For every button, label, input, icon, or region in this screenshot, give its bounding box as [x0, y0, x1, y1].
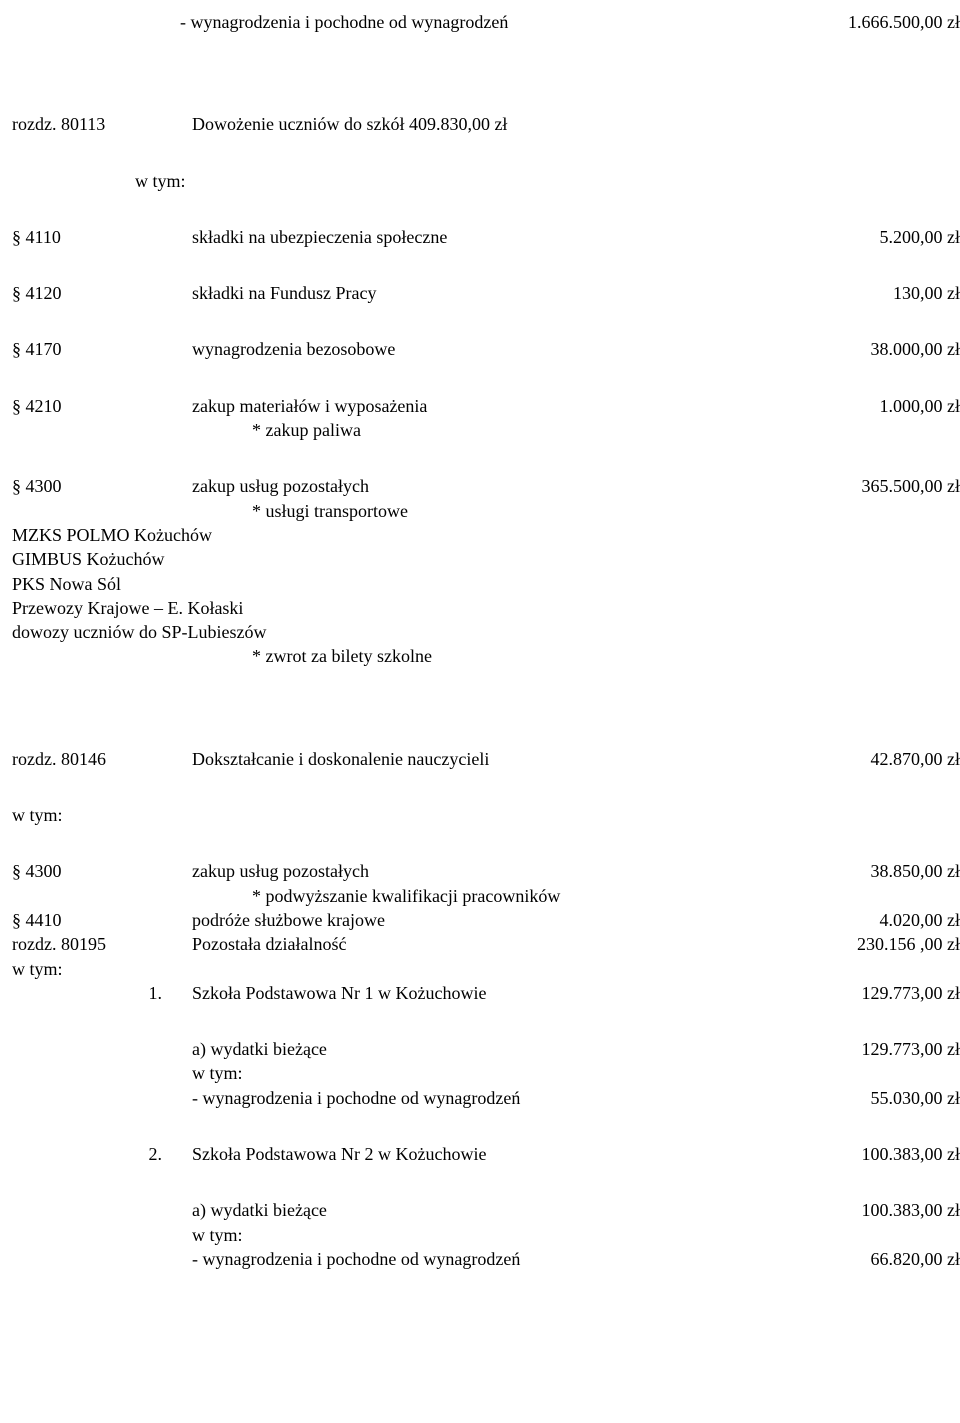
rozdz-80113: rozdz. 80113 Dowożenie uczniów do szkół …: [0, 112, 960, 136]
sp1-a: a) wydatki bieżące 129.773,00 zł: [0, 1037, 960, 1061]
p4300a: § 4300 zakup usług pozostałych 365.500,0…: [0, 474, 960, 498]
wtym-label: w tym:: [135, 171, 186, 191]
p4410: § 4410 podróże służbowe krajowe 4.020,00…: [0, 908, 960, 932]
sp2-amount: 100.383,00 zł: [770, 1142, 960, 1166]
sp1-amount: 129.773,00 zł: [770, 981, 960, 1005]
p4110-amount: 5.200,00 zł: [770, 225, 960, 249]
p4170: § 4170 wynagrodzenia bezosobowe 38.000,0…: [0, 337, 960, 361]
rozdz-80195: rozdz. 80195 Pozostała działalność 230.1…: [0, 932, 960, 956]
p4120-desc: składki na Fundusz Pracy: [192, 281, 770, 305]
p4170-amount: 38.000,00 zł: [770, 337, 960, 361]
sp1: 1. Szkoła Podstawowa Nr 1 w Kożuchowie 1…: [0, 981, 960, 1005]
sp2-a: a) wydatki bieżące 100.383,00 zł: [0, 1198, 960, 1222]
p4300a-l1: MZKS POLMO Kożuchów: [0, 523, 960, 547]
wtym-1: w tym:: [0, 169, 960, 193]
top-line-amount: 1.666.500,00 zł: [770, 10, 960, 34]
p4300a-code: § 4300: [12, 474, 192, 498]
p4300b-sub: * podwyższanie kwalifikacji pracowników: [0, 884, 960, 908]
p4300b: § 4300 zakup usług pozostałych 38.850,00…: [0, 859, 960, 883]
sp2-wtym-label: w tym:: [192, 1223, 770, 1247]
wtym-label-2: w tym:: [12, 805, 63, 825]
p4210-sub-label: * zakup paliwa: [192, 418, 770, 442]
sp2-wtym: w tym:: [0, 1223, 960, 1247]
sp1-wtym: w tym:: [0, 1061, 960, 1085]
top-line-label: - wynagrodzenia i pochodne od wynagrodze…: [180, 10, 770, 34]
top-line: - wynagrodzenia i pochodne od wynagrodze…: [0, 10, 960, 34]
p4300b-amount: 38.850,00 zł: [770, 859, 960, 883]
sp2-num: 2.: [12, 1142, 192, 1166]
p4170-desc: wynagrodzenia bezosobowe: [192, 337, 770, 361]
sp1-num: 1.: [12, 981, 192, 1005]
wtym-3: w tym:: [0, 957, 960, 981]
p4300a-l5: dowozy uczniów do SP-Lubieszów: [0, 620, 960, 644]
sp2-wyn-amount: 66.820,00 zł: [770, 1247, 960, 1271]
sp2-a-label: a) wydatki bieżące: [192, 1198, 770, 1222]
sp2-wyn-label: - wynagrodzenia i pochodne od wynagrodze…: [192, 1247, 770, 1271]
rozdz-80195-code: rozdz. 80195: [12, 932, 192, 956]
sp1-wyn-label: - wynagrodzenia i pochodne od wynagrodze…: [192, 1086, 770, 1110]
page: - wynagrodzenia i pochodne od wynagrodze…: [0, 0, 960, 1423]
p4210-code: § 4210: [12, 394, 192, 418]
sp2: 2. Szkoła Podstawowa Nr 2 w Kożuchowie 1…: [0, 1142, 960, 1166]
sp2-desc: Szkoła Podstawowa Nr 2 w Kożuchowie: [192, 1142, 770, 1166]
p4410-code: § 4410: [12, 908, 192, 932]
p4110: § 4110 składki na ubezpieczenia społeczn…: [0, 225, 960, 249]
p4120-code: § 4120: [12, 281, 192, 305]
p4170-code: § 4170: [12, 337, 192, 361]
p4110-code: § 4110: [12, 225, 192, 249]
sp1-wtym-label: w tym:: [192, 1061, 770, 1085]
p4300a-l2: GIMBUS Kożuchów: [0, 547, 960, 571]
p4210: § 4210 zakup materiałów i wyposażenia 1.…: [0, 394, 960, 418]
p4110-desc: składki na ubezpieczenia społeczne: [192, 225, 770, 249]
rozdz-80146: rozdz. 80146 Dokształcanie i doskonaleni…: [0, 747, 960, 771]
wtym-2: w tym:: [0, 803, 960, 827]
rozdz-80146-code: rozdz. 80146: [12, 747, 192, 771]
p4300a-desc: zakup usług pozostałych: [192, 474, 770, 498]
p4120-amount: 130,00 zł: [770, 281, 960, 305]
p4210-amount: 1.000,00 zł: [770, 394, 960, 418]
p4120: § 4120 składki na Fundusz Pracy 130,00 z…: [0, 281, 960, 305]
sp2-a-amount: 100.383,00 zł: [770, 1198, 960, 1222]
rozdz-80113-desc: Dowożenie uczniów do szkół 409.830,00 zł: [192, 112, 770, 136]
p4300a-l4: Przewozy Krajowe – E. Kołaski: [0, 596, 960, 620]
p4300a-sub1: * usługi transportowe: [0, 499, 960, 523]
p4300a-sub2: * zwrot za bilety szkolne: [0, 644, 960, 668]
p4300a-sub1-label: * usługi transportowe: [192, 499, 770, 523]
rozdz-80195-desc: Pozostała działalność: [192, 932, 770, 956]
sp1-a-amount: 129.773,00 zł: [770, 1037, 960, 1061]
rozdz-80195-amount: 230.156 ,00 zł: [770, 932, 960, 956]
p4300b-sub-label: * podwyższanie kwalifikacji pracowników: [192, 884, 770, 908]
rozdz-80146-amount: 42.870,00 zł: [770, 747, 960, 771]
sp1-wyn: - wynagrodzenia i pochodne od wynagrodze…: [0, 1086, 960, 1110]
sp1-a-label: a) wydatki bieżące: [192, 1037, 770, 1061]
p4410-desc: podróże służbowe krajowe: [192, 908, 770, 932]
rozdz-80113-code: rozdz. 80113: [12, 112, 192, 136]
sp2-wyn: - wynagrodzenia i pochodne od wynagrodze…: [0, 1247, 960, 1271]
sp1-wyn-amount: 55.030,00 zł: [770, 1086, 960, 1110]
sp1-desc: Szkoła Podstawowa Nr 1 w Kożuchowie: [192, 981, 770, 1005]
p4300b-code: § 4300: [12, 859, 192, 883]
p4300a-l3: PKS Nowa Sól: [0, 572, 960, 596]
p4300a-amount: 365.500,00 zł: [770, 474, 960, 498]
p4300a-sub2-label: * zwrot za bilety szkolne: [192, 644, 770, 668]
p4410-amount: 4.020,00 zł: [770, 908, 960, 932]
p4300b-desc: zakup usług pozostałych: [192, 859, 770, 883]
rozdz-80146-desc: Dokształcanie i doskonalenie nauczycieli: [192, 747, 770, 771]
p4210-sub: * zakup paliwa: [0, 418, 960, 442]
p4210-desc: zakup materiałów i wyposażenia: [192, 394, 770, 418]
